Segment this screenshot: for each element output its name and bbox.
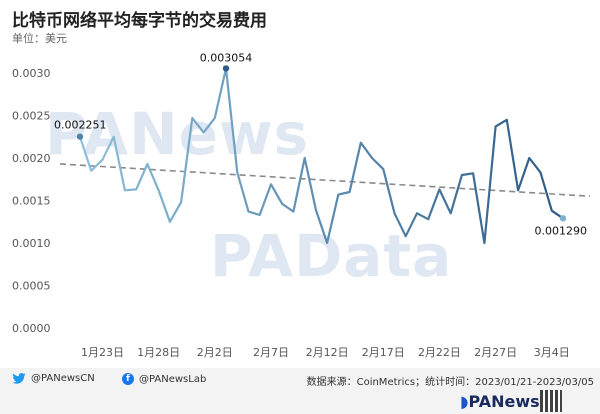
x-tick-label: 2月22日: [418, 346, 461, 359]
watermark-panews: PANews: [45, 100, 310, 168]
chart-svg: 0.00000.00050.00100.00150.00200.00250.00…: [12, 51, 591, 359]
y-tick-label: 0.0010: [12, 237, 51, 250]
series-line: [78, 67, 564, 245]
x-tick-label: 2月17日: [362, 346, 405, 359]
x-tick-label: 2月7日: [253, 346, 289, 359]
annotated-point: [76, 133, 84, 140]
y-tick-label: 0.0030: [12, 67, 51, 80]
x-tick-label: 2月27日: [474, 346, 517, 359]
twitter-handle-text: @PANewsCN: [31, 373, 95, 384]
watermark-padata: PAData: [210, 222, 453, 290]
data-label: 0.002251: [54, 119, 107, 132]
brand-text: PANews: [468, 392, 540, 411]
brand-logo: ◗PANews: [460, 392, 540, 411]
data-label: 0.003054: [200, 51, 253, 64]
facebook-icon: f: [122, 373, 134, 385]
x-tick-label: 3月4日: [534, 346, 570, 359]
chart-title: 比特币网络平均每字节的交易费用: [12, 11, 267, 31]
annotated-point: [559, 215, 567, 222]
y-tick-label: 0.0000: [12, 322, 51, 335]
trend-line: [59, 163, 591, 198]
y-tick-label: 0.0005: [12, 280, 51, 293]
y-tick-label: 0.0025: [12, 110, 51, 123]
twitter-handle[interactable]: @PANewsCN: [12, 373, 95, 384]
unit-label: 单位：美元: [12, 32, 67, 45]
annotated-point: [222, 65, 230, 72]
qr-code-icon: [540, 390, 562, 412]
data-label: 0.001290: [535, 224, 588, 237]
x-tick-label: 1月28日: [137, 346, 180, 359]
y-tick-label: 0.0015: [12, 195, 51, 208]
x-tick-label: 1月23日: [81, 346, 124, 359]
facebook-handle[interactable]: f @PANewsLab: [122, 373, 206, 385]
x-tick-label: 2月12日: [306, 346, 349, 359]
footer-bar: [0, 368, 600, 414]
data-source: 数据来源：CoinMetrics；统计时间：2023/01/21-2023/03…: [306, 377, 594, 388]
x-tick-label: 2月2日: [197, 346, 233, 359]
twitter-icon: [12, 373, 26, 384]
y-tick-label: 0.0020: [12, 152, 51, 165]
facebook-handle-text: @PANewsLab: [139, 373, 207, 385]
